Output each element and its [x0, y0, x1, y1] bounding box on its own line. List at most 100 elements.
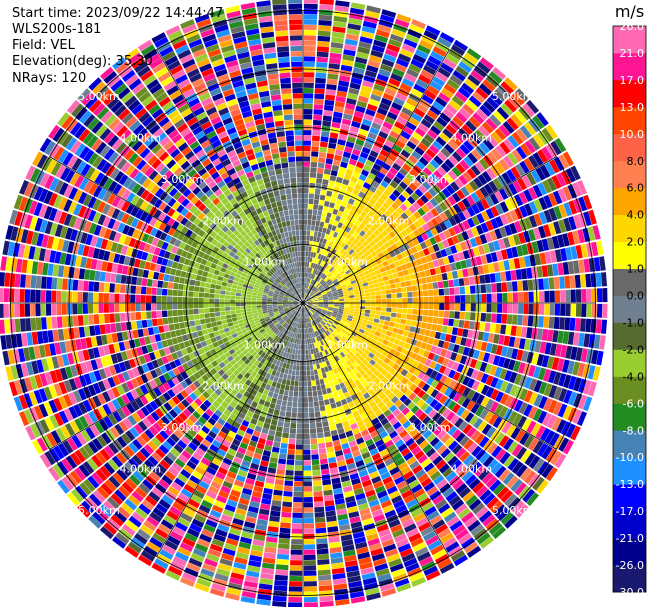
radar-gate: [374, 314, 381, 319]
radar-gate: [349, 257, 356, 264]
radar-gate: [407, 303, 413, 309]
radar-gate: [320, 260, 324, 266]
radar-gate: [325, 323, 330, 329]
radar-gate: [297, 418, 303, 424]
radar-gate: [349, 303, 355, 306]
radar-gate: [361, 380, 369, 388]
radar-gate: [377, 401, 385, 409]
radar-gate: [379, 267, 386, 273]
radar-gate: [444, 303, 450, 311]
radar-gate: [303, 282, 306, 288]
radar-gate: [307, 214, 312, 220]
radar-gate: [562, 405, 573, 420]
radar-gate: [493, 504, 507, 517]
radar-gate: [287, 454, 295, 460]
radar-gate: [394, 121, 405, 130]
radar-gate: [398, 135, 409, 145]
radar-gate: [324, 99, 335, 106]
radar-gate: [497, 238, 506, 250]
radar-gate: [318, 286, 323, 291]
radar-gate: [423, 303, 429, 310]
radar-gate: [288, 602, 303, 607]
radar-gate: [351, 319, 358, 324]
radar-gate: [391, 255, 399, 263]
radar-gate: [486, 167, 497, 180]
radar-gate: [478, 436, 490, 448]
radar-gate: [475, 87, 489, 100]
radar-gate: [323, 244, 329, 251]
radar-gate: [404, 389, 413, 398]
radar-gate: [577, 362, 586, 377]
radar-gate: [407, 401, 416, 410]
radar-gate: [515, 269, 522, 280]
radar-gate: [386, 269, 393, 276]
radar-gate: [368, 284, 375, 289]
radar-gate: [376, 171, 386, 180]
radar-gate: [430, 227, 439, 236]
radar-gate: [399, 203, 408, 212]
radar-gate: [269, 515, 280, 522]
radar-gate: [303, 355, 306, 361]
radar-gate: [498, 334, 505, 345]
radar-gate: [288, 591, 303, 597]
radar-gate: [361, 352, 368, 359]
radar-gate: [303, 214, 308, 220]
radar-gate: [348, 181, 356, 188]
radar-gate: [417, 123, 429, 133]
radar-gate: [306, 365, 310, 371]
radar-gate: [313, 369, 318, 375]
radar-gate: [521, 418, 532, 431]
radar-gate: [307, 301, 313, 303]
radar-gate: [303, 549, 316, 555]
radar-gate: [394, 63, 407, 73]
radar-gate: [354, 220, 362, 227]
radar-gate: [330, 213, 337, 220]
radar-gate: [389, 106, 400, 116]
radar-gate: [415, 174, 425, 184]
radar-gate: [422, 374, 430, 383]
radar-gate: [497, 85, 511, 98]
radar-gate: [334, 154, 342, 162]
radar-gate: [314, 88, 325, 95]
radar-gate: [602, 303, 608, 318]
radar-gate: [345, 331, 351, 337]
radar-gate: [494, 403, 504, 416]
radar-gate: [363, 194, 371, 202]
radar-gate: [285, 470, 294, 476]
radar-gate: [387, 206, 396, 214]
radar-gate: [333, 111, 343, 119]
radar-gate: [498, 124, 511, 138]
radar-gate: [157, 318, 164, 326]
radar-gate: [380, 405, 389, 413]
radar-gate: [319, 322, 324, 327]
radar-gate: [324, 233, 329, 240]
radar-gate: [403, 38, 418, 49]
radar-gate: [303, 161, 310, 167]
radar-gate: [357, 349, 364, 356]
radar-gate: [565, 247, 573, 261]
radar-gate: [435, 71, 449, 83]
radar-gate: [308, 284, 312, 290]
radar-gate: [307, 304, 313, 306]
radar-gate: [518, 292, 524, 303]
radar-gate: [436, 478, 448, 490]
radar-gate: [344, 295, 350, 299]
radar-gate: [375, 78, 387, 87]
radar-gate: [503, 260, 511, 271]
radar-gate: [379, 149, 389, 158]
radar-gate: [477, 174, 488, 186]
radar-gate: [494, 272, 502, 283]
radar-gate: [348, 292, 355, 296]
radar-gate: [409, 136, 420, 146]
radar-gate: [367, 59, 381, 68]
radar-gate: [317, 368, 322, 375]
radar-gate: [292, 401, 298, 408]
radar-gate: [306, 240, 310, 246]
radar-gate: [303, 193, 309, 199]
radar-gate: [375, 291, 381, 296]
radar-gate: [587, 226, 596, 241]
radar-gate: [349, 364, 356, 371]
radar-gate: [485, 118, 498, 131]
radar-gate: [303, 602, 318, 607]
